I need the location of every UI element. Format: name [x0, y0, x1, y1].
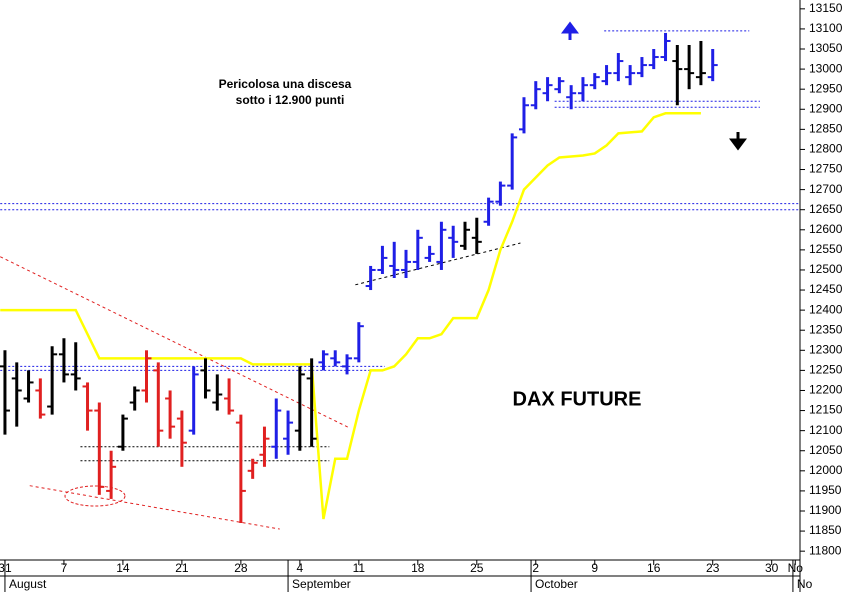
x-tick-label: 18	[411, 561, 425, 575]
highlight-ellipse	[64, 485, 126, 507]
y-tick-label: 12500	[809, 262, 843, 276]
y-tick-label: 12850	[809, 122, 843, 136]
y-tick-label: 13150	[809, 1, 843, 15]
y-tick-label: 12450	[809, 282, 843, 296]
y-tick-label: 11900	[809, 503, 842, 517]
y-tick-label: 12750	[809, 162, 843, 176]
y-tick-label: 12150	[809, 403, 843, 417]
up-arrow	[561, 21, 579, 40]
month-label: September	[292, 577, 351, 591]
x-tick-label: 16	[647, 561, 661, 575]
y-tick-label: 12950	[809, 81, 843, 95]
x-tick-label: No	[788, 561, 804, 575]
trend-line	[29, 485, 280, 530]
trend-line	[355, 242, 521, 286]
y-tick-label: 12700	[809, 182, 843, 196]
x-tick-label: 2	[532, 561, 539, 575]
month-label: No	[797, 577, 813, 591]
y-tick-label: 12650	[809, 202, 843, 216]
annotation: Pericolosa una discesa	[219, 77, 352, 91]
x-tick-label: 7	[61, 561, 68, 575]
y-tick-label: 12200	[809, 383, 843, 397]
y-tick-label: 13050	[809, 41, 843, 55]
y-tick-label: 12250	[809, 363, 843, 377]
y-tick-label: 12600	[809, 222, 843, 236]
y-tick-label: 12900	[809, 101, 843, 115]
y-tick-label: 13100	[809, 21, 843, 35]
y-tick-label: 11800	[809, 543, 842, 557]
y-tick-label: 11950	[809, 483, 842, 497]
x-tick-label: 11	[353, 561, 366, 575]
trend-line	[0, 256, 350, 429]
x-tick-label: 4	[297, 561, 304, 575]
x-tick-label: 30	[765, 561, 779, 575]
x-tick-label: 21	[175, 561, 189, 575]
month-label: October	[535, 577, 578, 591]
x-tick-label: 9	[591, 561, 598, 575]
month-label: August	[9, 577, 47, 591]
moving-average	[0, 112, 701, 520]
x-tick-label: 25	[470, 561, 484, 575]
x-tick-label: 31	[0, 561, 12, 575]
y-tick-label: 11850	[809, 523, 842, 537]
y-tick-label: 12300	[809, 342, 843, 356]
y-tick-label: 13000	[809, 61, 843, 75]
chart-title: DAX FUTURE	[513, 388, 642, 410]
y-tick-label: 12400	[809, 302, 843, 316]
x-tick-label: 14	[116, 561, 130, 575]
y-tick-label: 12800	[809, 142, 843, 156]
y-tick-label: 12050	[809, 443, 843, 457]
down-arrow	[729, 132, 747, 151]
y-tick-label: 12350	[809, 322, 843, 336]
annotation: sotto i 12.900 punti	[236, 93, 345, 107]
y-tick-label: 12100	[809, 423, 843, 437]
y-tick-label: 12550	[809, 242, 843, 256]
y-tick-label: 12000	[809, 463, 843, 477]
x-tick-label: 28	[234, 561, 248, 575]
x-tick-label: 23	[706, 561, 720, 575]
